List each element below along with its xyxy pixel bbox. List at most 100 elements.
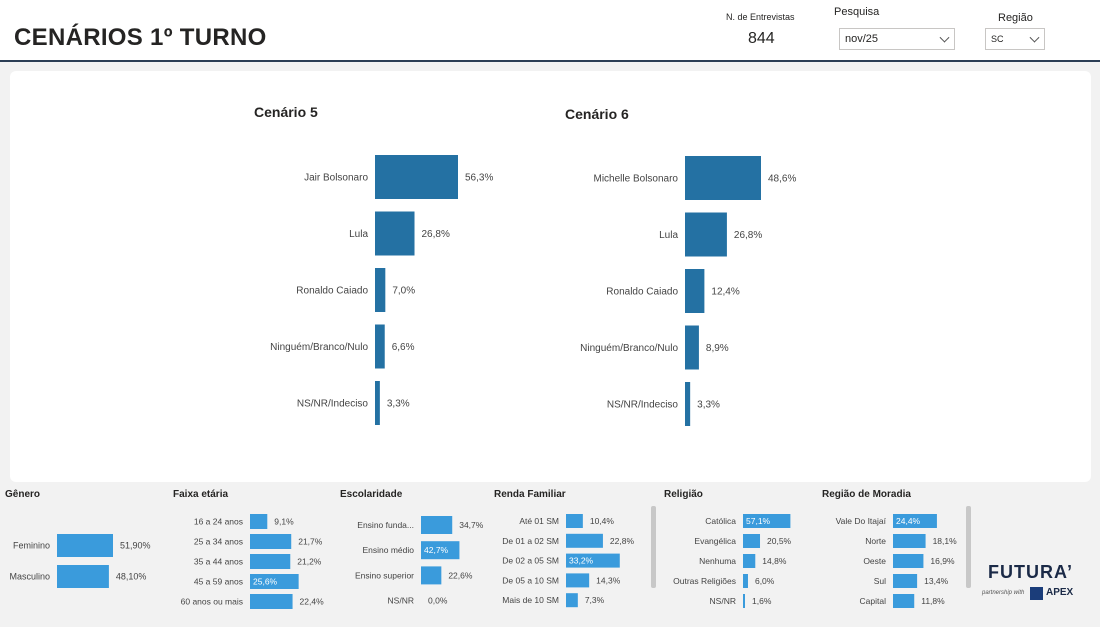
cenario-6-bar [685, 325, 699, 370]
escolaridade-category-label: Ensino funda... [357, 520, 414, 530]
renda-familiar-value-label: 14,3% [596, 575, 621, 585]
renda-familiar-category-label: De 05 a 10 SM [502, 575, 559, 585]
religiao-value-label: 14,8% [762, 556, 787, 566]
cenario-5-title: Cenário 5 [254, 104, 318, 120]
regiao-de-moradia-bar [893, 514, 937, 528]
regiao-de-moradia-title: Região de Moradia [822, 489, 911, 500]
interviews-label: N. de Entrevistas [726, 12, 795, 22]
pesquisa-dropdown[interactable]: nov/25 [839, 28, 955, 50]
escolaridade-category-label: Ensino superior [355, 570, 414, 580]
regiao-de-moradia-category-label: Capital [860, 596, 887, 606]
religiao-value-label: 6,0% [755, 576, 775, 586]
apex-icon [1030, 587, 1043, 600]
regiao-value: SC [991, 34, 1004, 44]
cenario-5-value-label: 3,3% [387, 399, 410, 410]
renda-familiar-bar [566, 514, 583, 528]
cenario-5-value-label: 6,6% [392, 342, 415, 353]
religiao-value-label: 20,5% [767, 536, 792, 546]
faixa-etaria-bar [250, 534, 292, 549]
cenario-6-value-label: 12,4% [711, 287, 739, 298]
logo-partner: APEX [1046, 587, 1074, 598]
escolaridade-value-label: 0,0% [428, 596, 448, 606]
renda-familiar-category-label: De 02 a 05 SM [502, 556, 559, 566]
regiao-de-moradia-value-label: 24,4% [896, 516, 921, 526]
regiao-label: Região [998, 12, 1033, 24]
regiao-de-moradia-bar [893, 594, 915, 608]
regiao-de-moradia-bar [893, 534, 926, 548]
renda-familiar-value-label: 7,3% [585, 595, 605, 605]
cenario-6-category-label: Lula [659, 230, 678, 241]
renda-familiar-value-label: 10,4% [590, 516, 615, 526]
faixa-etaria-title: Faixa etária [173, 489, 228, 500]
regiao-de-moradia-value-label: 16,9% [930, 556, 955, 566]
cenario-5-bar [375, 155, 458, 199]
escolaridade-bar [421, 541, 460, 560]
regiao-de-moradia-bar [893, 574, 918, 588]
faixa-etaria-bar [250, 594, 293, 609]
faixa-etaria-bar [250, 574, 299, 589]
cenario-6-category-label: NS/NR/Indeciso [607, 400, 679, 411]
cenario-6-category-label: Michelle Bolsonaro [594, 174, 679, 185]
escolaridade-bar [421, 516, 453, 534]
cenario-5-category-label: NS/NR/Indeciso [297, 399, 369, 410]
religiao-bar [743, 534, 761, 548]
regiao-de-moradia-value-label: 18,1% [933, 536, 958, 546]
genero-value-label: 51,90% [120, 541, 151, 551]
religiao-category-label: Evangélica [694, 536, 736, 546]
cenario-6-value-label: 26,8% [734, 230, 762, 241]
futura-logo: FUTURA’ partnership with APEX [982, 562, 1073, 600]
renda-familiar-bar [566, 553, 620, 568]
renda-familiar-bar [566, 593, 578, 608]
faixa-etaria-value-label: 9,1% [274, 516, 294, 526]
cenario-6-category-label: Ronaldo Caiado [606, 287, 678, 298]
religiao-title: Religião [664, 489, 703, 500]
cenario-6-bar [685, 212, 727, 257]
cenario-6-bar [685, 156, 761, 200]
scenarios-panel [10, 71, 1091, 482]
regiao-dropdown[interactable]: SC [985, 28, 1045, 50]
faixa-etaria-category-label: 60 anos ou mais [181, 596, 243, 606]
genero-value-label: 48,10% [116, 572, 147, 582]
faixa-etaria-bar [250, 554, 291, 569]
cenario-5-value-label: 26,8% [422, 229, 450, 240]
renda-familiar-category-label: De 01 a 02 SM [502, 536, 559, 546]
cenario-5-category-label: Ronaldo Caiado [296, 286, 368, 297]
faixa-etaria-value-label: 22,4% [300, 596, 325, 606]
religiao-category-label: Católica [705, 516, 736, 526]
genero-title: Gênero [5, 489, 40, 500]
logo-partnership: partnership with [982, 590, 1025, 596]
regiao-moradia-scrollbar[interactable] [966, 506, 971, 588]
cenario-6-category-label: Ninguém/Branco/Nulo [580, 343, 678, 354]
cenario-5-bar [375, 211, 415, 256]
cenario-5-category-label: Ninguém/Branco/Nulo [270, 342, 368, 353]
cenario-5-bar [375, 381, 380, 425]
renda-familiar-value-label: 33,2% [569, 556, 594, 566]
escolaridade-value-label: 42,7% [424, 545, 449, 555]
religiao-scrollbar[interactable] [651, 506, 656, 588]
faixa-etaria-category-label: 45 a 59 anos [194, 576, 243, 586]
renda-familiar-title: Renda Familiar [494, 489, 566, 500]
regiao-de-moradia-value-label: 11,8% [921, 596, 945, 606]
renda-familiar-value-label: 22,8% [610, 536, 635, 546]
genero-category-label: Masculino [9, 572, 50, 582]
genero-bar [57, 534, 113, 557]
regiao-de-moradia-category-label: Norte [865, 536, 886, 546]
interviews-count: 844 [748, 30, 775, 47]
cenario-5-bar [375, 324, 385, 369]
cenario-6-bar [685, 269, 705, 313]
faixa-etaria-category-label: 16 a 24 anos [194, 516, 243, 526]
religiao-bar [743, 554, 756, 568]
religiao-bar [743, 514, 791, 528]
cenario-5-category-label: Jair Bolsonaro [304, 173, 368, 184]
cenario-5-value-label: 7,0% [392, 286, 415, 297]
escolaridade-category-label: Ensino médio [362, 545, 414, 555]
genero-bar [57, 565, 109, 588]
genero-category-label: Feminino [13, 541, 50, 551]
escolaridade-value-label: 22,6% [448, 570, 473, 580]
faixa-etaria-category-label: 35 a 44 anos [194, 556, 243, 566]
renda-familiar-category-label: Mais de 10 SM [502, 595, 559, 605]
logo-name: FUTURA’ [988, 562, 1073, 582]
religiao-category-label: NS/NR [710, 596, 736, 606]
renda-familiar-category-label: Até 01 SM [519, 516, 559, 526]
